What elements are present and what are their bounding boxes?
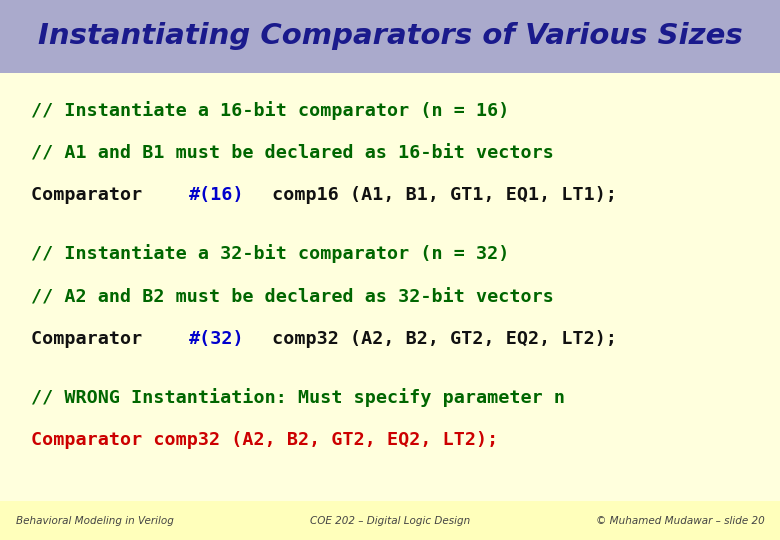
Text: Comparator comp32 (A2, B2, GT2, EQ2, LT2);: Comparator comp32 (A2, B2, GT2, EQ2, LT2… [31,431,498,449]
Text: Comparator: Comparator [31,330,154,348]
Text: comp32 (A2, B2, GT2, EQ2, LT2);: comp32 (A2, B2, GT2, EQ2, LT2); [261,330,617,348]
Text: // WRONG Instantiation: Must specify parameter n: // WRONG Instantiation: Must specify par… [31,388,566,408]
Text: © Muhamed Mudawar – slide 20: © Muhamed Mudawar – slide 20 [596,516,764,525]
Text: comp16 (A1, B1, GT1, EQ1, LT1);: comp16 (A1, B1, GT1, EQ1, LT1); [261,186,617,205]
Text: #(16): #(16) [189,186,245,205]
Text: // Instantiate a 32-bit comparator (n = 32): // Instantiate a 32-bit comparator (n = … [31,244,509,264]
Text: Comparator: Comparator [31,186,154,205]
Text: #(32): #(32) [189,330,245,348]
Text: Behavioral Modeling in Verilog: Behavioral Modeling in Verilog [16,516,173,525]
Text: // Instantiate a 16-bit comparator (n = 16): // Instantiate a 16-bit comparator (n = … [31,101,509,120]
Text: COE 202 – Digital Logic Design: COE 202 – Digital Logic Design [310,516,470,525]
Bar [0,501,780,540]
Text: // A2 and B2 must be declared as 32-bit vectors: // A2 and B2 must be declared as 32-bit … [31,288,554,306]
Text: Instantiating Comparators of Various Sizes: Instantiating Comparators of Various Siz… [37,23,743,50]
Text: // A1 and B1 must be declared as 16-bit vectors: // A1 and B1 must be declared as 16-bit … [31,145,554,163]
Bar [0,0,780,73]
